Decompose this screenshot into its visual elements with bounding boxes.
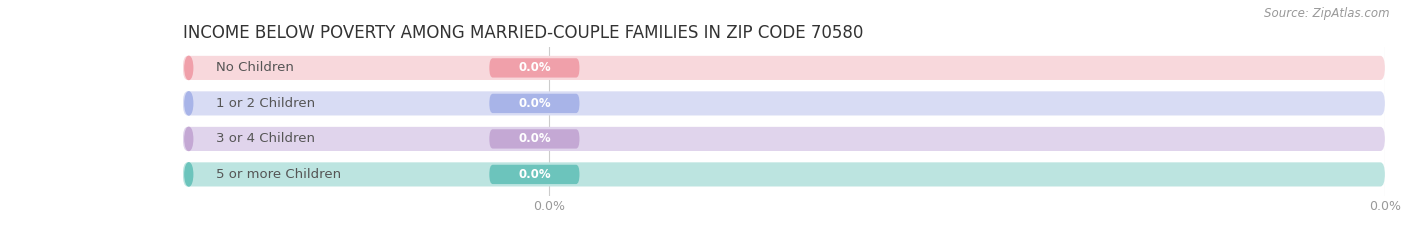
Text: No Children: No Children — [217, 62, 294, 74]
Text: 0.0%: 0.0% — [517, 132, 551, 145]
Circle shape — [184, 163, 193, 186]
FancyBboxPatch shape — [489, 94, 579, 113]
Circle shape — [184, 127, 193, 151]
FancyBboxPatch shape — [183, 91, 1385, 116]
Text: 0.0%: 0.0% — [517, 62, 551, 74]
Text: 3 or 4 Children: 3 or 4 Children — [217, 132, 315, 145]
Text: 0.0%: 0.0% — [517, 97, 551, 110]
Text: INCOME BELOW POVERTY AMONG MARRIED-COUPLE FAMILIES IN ZIP CODE 70580: INCOME BELOW POVERTY AMONG MARRIED-COUPL… — [183, 24, 863, 42]
FancyBboxPatch shape — [183, 56, 1385, 80]
FancyBboxPatch shape — [183, 127, 1385, 151]
FancyBboxPatch shape — [489, 129, 579, 149]
Circle shape — [184, 56, 193, 79]
Text: Source: ZipAtlas.com: Source: ZipAtlas.com — [1264, 7, 1389, 20]
FancyBboxPatch shape — [489, 165, 579, 184]
Text: 1 or 2 Children: 1 or 2 Children — [217, 97, 315, 110]
FancyBboxPatch shape — [183, 162, 1385, 186]
FancyBboxPatch shape — [489, 58, 579, 78]
Circle shape — [184, 92, 193, 115]
Text: 5 or more Children: 5 or more Children — [217, 168, 342, 181]
Text: 0.0%: 0.0% — [517, 168, 551, 181]
